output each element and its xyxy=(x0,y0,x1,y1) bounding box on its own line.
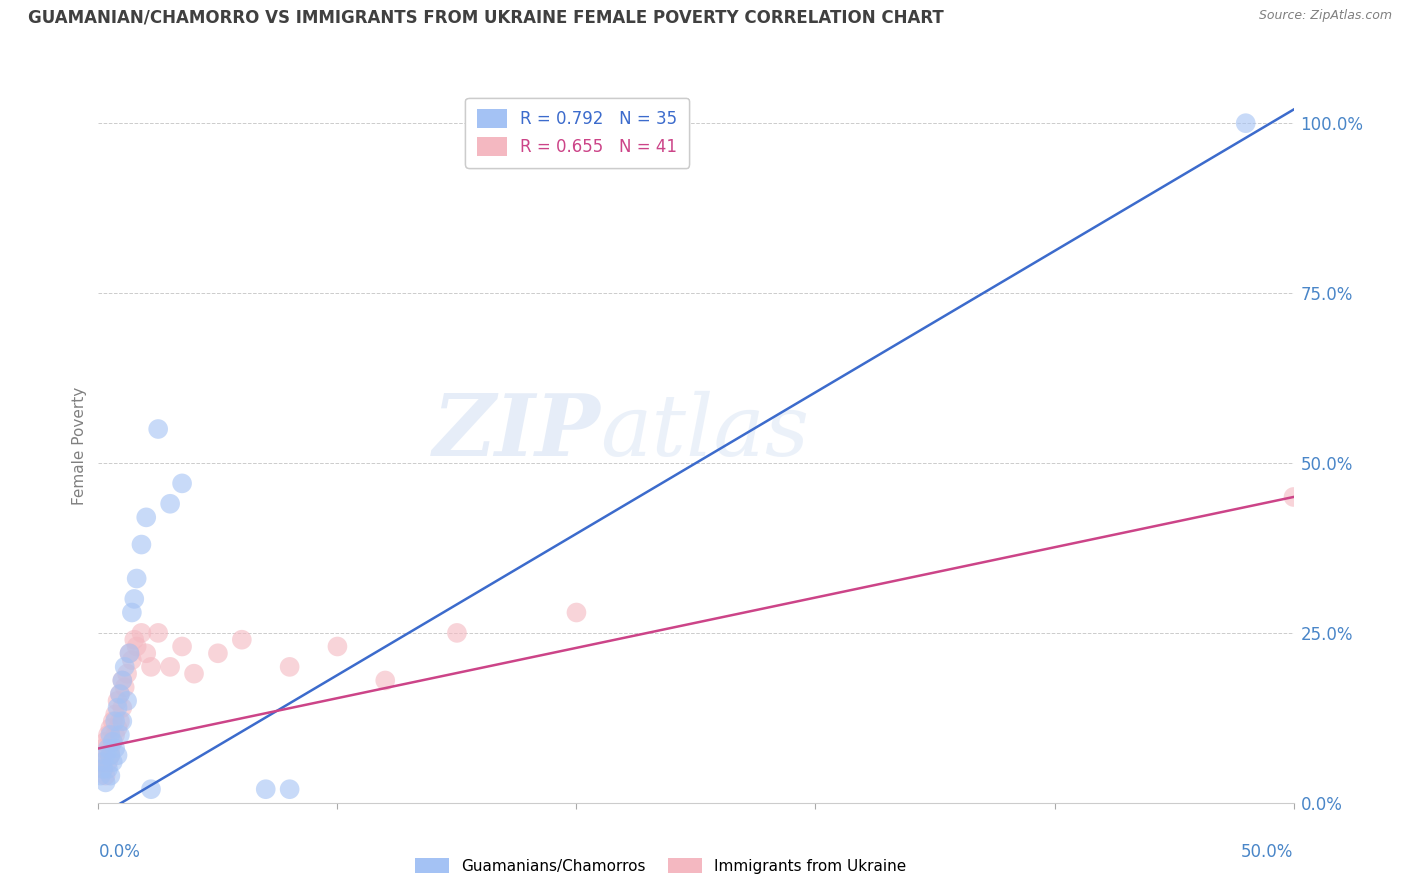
Point xyxy=(446,626,468,640)
Point xyxy=(111,673,134,688)
Point xyxy=(104,714,127,729)
Point xyxy=(98,769,122,783)
Point xyxy=(125,572,148,586)
Point xyxy=(124,591,146,606)
Point xyxy=(115,666,138,681)
Point xyxy=(104,707,127,722)
Text: 0.0%: 0.0% xyxy=(98,843,141,861)
Text: atlas: atlas xyxy=(600,391,810,473)
Point xyxy=(107,700,129,714)
Point xyxy=(97,741,120,756)
Point xyxy=(207,646,229,660)
Point xyxy=(124,632,146,647)
Point xyxy=(98,748,122,763)
Point xyxy=(115,694,138,708)
Point xyxy=(135,646,157,660)
Point xyxy=(172,640,194,654)
Point xyxy=(97,728,120,742)
Point xyxy=(131,626,153,640)
Point xyxy=(104,728,127,742)
Point xyxy=(111,714,134,729)
Point xyxy=(111,673,134,688)
Text: Source: ZipAtlas.com: Source: ZipAtlas.com xyxy=(1258,9,1392,22)
Point xyxy=(374,673,396,688)
Point xyxy=(107,721,129,735)
Point xyxy=(1234,116,1257,130)
Legend: Guamanians/Chamorros, Immigrants from Ukraine: Guamanians/Chamorros, Immigrants from Uk… xyxy=(409,852,912,880)
Point xyxy=(139,782,162,797)
Point xyxy=(125,640,148,654)
Point xyxy=(111,700,134,714)
Point xyxy=(101,734,124,748)
Point xyxy=(118,646,141,660)
Point xyxy=(148,626,170,640)
Point xyxy=(107,748,129,763)
Point xyxy=(107,694,129,708)
Point xyxy=(98,728,122,742)
Point xyxy=(183,666,205,681)
Point xyxy=(101,714,124,729)
Point xyxy=(278,782,301,797)
Point xyxy=(98,721,122,735)
Point xyxy=(90,769,112,783)
Point xyxy=(159,497,181,511)
Point xyxy=(139,660,162,674)
Point xyxy=(135,510,157,524)
Point xyxy=(159,660,181,674)
Point xyxy=(148,422,170,436)
Point xyxy=(91,762,114,776)
Point xyxy=(121,653,143,667)
Point xyxy=(94,769,117,783)
Point xyxy=(94,734,117,748)
Point xyxy=(91,755,114,769)
Point xyxy=(131,537,153,551)
Point xyxy=(101,755,124,769)
Point xyxy=(114,660,136,674)
Point xyxy=(172,476,194,491)
Point xyxy=(101,734,124,748)
Point xyxy=(91,741,114,756)
Legend: R = 0.792   N = 35, R = 0.655   N = 41: R = 0.792 N = 35, R = 0.655 N = 41 xyxy=(465,97,689,168)
Point xyxy=(108,687,131,701)
Point xyxy=(94,748,117,763)
Point xyxy=(114,680,136,694)
Text: ZIP: ZIP xyxy=(433,390,600,474)
Point xyxy=(254,782,277,797)
Point xyxy=(565,606,588,620)
Point xyxy=(326,640,349,654)
Text: GUAMANIAN/CHAMORRO VS IMMIGRANTS FROM UKRAINE FEMALE POVERTY CORRELATION CHART: GUAMANIAN/CHAMORRO VS IMMIGRANTS FROM UK… xyxy=(28,9,943,27)
Point xyxy=(104,741,127,756)
Y-axis label: Female Poverty: Female Poverty xyxy=(72,387,87,505)
Point xyxy=(97,762,120,776)
Point xyxy=(108,687,131,701)
Text: 50.0%: 50.0% xyxy=(1241,843,1294,861)
Point xyxy=(231,632,253,647)
Point xyxy=(118,646,141,660)
Point xyxy=(121,606,143,620)
Point xyxy=(278,660,301,674)
Point xyxy=(98,741,122,756)
Point xyxy=(98,748,122,763)
Point xyxy=(108,714,131,729)
Point xyxy=(91,762,114,776)
Point xyxy=(1282,490,1305,504)
Point xyxy=(90,755,112,769)
Point xyxy=(94,775,117,789)
Point xyxy=(108,728,131,742)
Point xyxy=(97,755,120,769)
